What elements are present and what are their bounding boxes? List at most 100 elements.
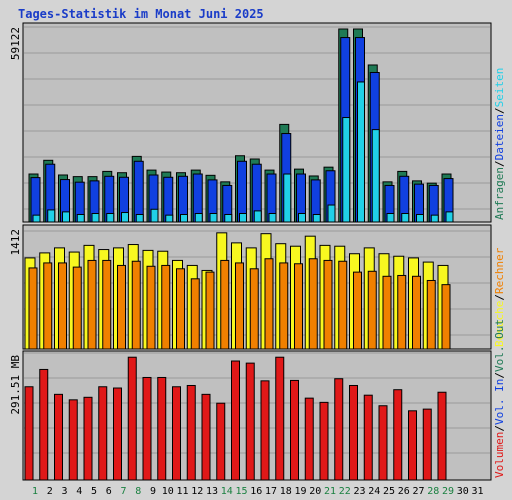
- bar-volumen-day-10: [157, 376, 167, 481]
- x-tick-label: 17: [265, 486, 277, 497]
- bar-rechner-day-2: [43, 262, 53, 350]
- bar-seiten-day-19: [298, 213, 306, 223]
- bar-volumen-day-23: [349, 384, 358, 481]
- bar-rechner-day-15: [235, 262, 244, 350]
- bar-rechner-day-4: [72, 266, 82, 350]
- bar-volumen-day-13: [201, 393, 211, 481]
- bar-seiten-day-2: [47, 209, 56, 223]
- bar-volumen-day-28: [422, 408, 432, 481]
- bar-rechner-day-8: [131, 260, 141, 350]
- legend-item: Anfragen: [493, 167, 506, 220]
- bar-seiten-day-12: [194, 213, 203, 223]
- bar-dateien-day-8: [133, 160, 144, 223]
- bar-seiten-day-17: [268, 213, 277, 223]
- bar-seiten-day-9: [150, 208, 159, 223]
- chart-title: Tages-Statistik im Monat Juni 2025: [18, 7, 264, 21]
- y-max-label-1: 59122: [9, 27, 22, 60]
- bar-volumen-day-12: [186, 384, 196, 481]
- bar-volumen-day-18: [275, 356, 285, 481]
- bar-rechner-day-1: [28, 267, 38, 350]
- bar-volumen-day-15: [231, 360, 240, 481]
- legend-separator: /: [493, 294, 506, 301]
- bar-seiten-day-6: [106, 213, 115, 223]
- bar-volumen-day-27: [408, 410, 417, 481]
- bar-seiten-day-4: [76, 213, 85, 223]
- bar-volumen-day-2: [39, 368, 49, 481]
- bar-rechner-day-20: [308, 258, 318, 350]
- legend-item: Seiten: [493, 68, 506, 108]
- x-tick-label: 23: [353, 486, 365, 497]
- x-tick-label: 15: [235, 486, 247, 497]
- legend-item: Vol. Out: [493, 319, 506, 372]
- legend-item: Besuche: [493, 301, 506, 347]
- bar-rechner-day-29: [441, 284, 451, 350]
- bar-volumen-day-29: [437, 391, 447, 481]
- x-tick-label: 31: [471, 486, 483, 497]
- x-tick-label: 28: [427, 486, 439, 497]
- bar-volumen-day-24: [363, 394, 373, 481]
- legend-separator: /: [493, 372, 506, 379]
- legend-item: Dateien: [493, 114, 506, 160]
- bar-rechner-day-17: [264, 258, 274, 350]
- bar-rechner-day-22: [338, 260, 348, 350]
- bar-seiten-day-3: [62, 211, 70, 223]
- x-tick-label: 27: [412, 486, 424, 497]
- bar-seiten-day-22: [342, 117, 351, 223]
- bar-volumen-day-5: [83, 396, 93, 481]
- bar-rechner-day-27: [412, 275, 421, 350]
- bar-seiten-day-25: [386, 213, 395, 223]
- bar-rechner-day-11: [176, 268, 185, 350]
- bar-volumen-day-9: [142, 376, 152, 481]
- bar-volumen-day-4: [68, 399, 78, 481]
- bar-seiten-day-5: [91, 213, 100, 223]
- x-tick-label: 24: [368, 486, 380, 497]
- y-max-label-2: 1412: [9, 229, 22, 256]
- x-tick-label: 20: [309, 486, 321, 497]
- x-tick-label: 12: [191, 486, 203, 497]
- bar-seiten-day-21: [327, 204, 336, 223]
- bar-rechner-day-6: [102, 259, 112, 350]
- bar-volumen-day-7: [113, 387, 122, 481]
- bar-rechner-day-26: [397, 274, 407, 350]
- bar-rechner-day-7: [117, 264, 126, 350]
- bar-rechner-day-10: [161, 264, 171, 350]
- bar-seiten-day-20: [312, 213, 321, 223]
- bar-rechner-day-9: [146, 265, 156, 350]
- legend-separator: /: [493, 425, 506, 432]
- bar-volumen-day-1: [24, 386, 34, 481]
- bar-rechner-day-23: [353, 271, 362, 350]
- bar-volumen-day-11: [172, 386, 181, 481]
- x-tick-label: 1: [32, 486, 38, 497]
- legend-panel-2: Besuche/Rechner: [493, 247, 506, 347]
- bar-rechner-day-19: [294, 263, 303, 350]
- x-tick-label: 9: [150, 486, 156, 497]
- bar-volumen-day-16: [245, 362, 255, 481]
- bar-rechner-day-5: [87, 259, 97, 350]
- bar-rechner-day-13: [205, 271, 215, 350]
- bar-rechner-day-21: [323, 259, 333, 350]
- bar-volumen-day-25: [378, 405, 388, 481]
- bar-volumen-day-6: [98, 386, 108, 481]
- bar-rechner-day-28: [426, 279, 436, 350]
- bar-volumen-day-8: [127, 356, 137, 481]
- x-tick-label: 16: [250, 486, 262, 497]
- bar-rechner-day-18: [279, 262, 289, 350]
- x-tick-label: 30: [457, 486, 469, 497]
- bar-volumen-day-19: [290, 379, 299, 481]
- x-tick-label: 26: [398, 486, 410, 497]
- x-tick-label: 14: [221, 486, 233, 497]
- bar-rechner-day-12: [190, 278, 200, 350]
- x-tick-label: 21: [324, 486, 336, 497]
- bar-dateien-day-15: [237, 160, 247, 223]
- bar-seiten-day-27: [416, 213, 424, 223]
- bar-volumen-day-14: [216, 402, 226, 481]
- bar-seiten-day-13: [209, 213, 218, 223]
- y-max-label-3: 291.51 MB: [9, 355, 22, 415]
- bar-seiten-day-15: [239, 213, 247, 223]
- x-tick-label: 13: [206, 486, 218, 497]
- legend-separator: /: [493, 107, 506, 114]
- bar-rechner-day-24: [367, 270, 377, 350]
- x-tick-label: 11: [176, 486, 188, 497]
